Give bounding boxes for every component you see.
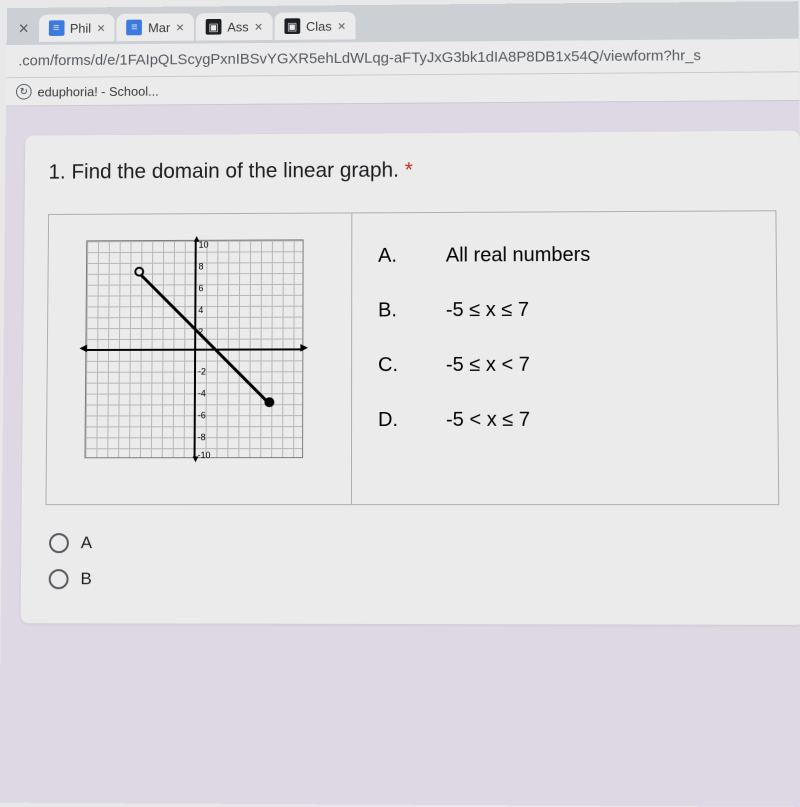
choice-letter: D. xyxy=(378,409,406,432)
choice-letter: C. xyxy=(378,354,406,377)
graph-cell: ▶ ◀ ▲ ▼ 10 8 6 4 2 -2 -4 -6 xyxy=(46,213,352,505)
closed-endpoint-icon xyxy=(264,397,274,407)
axis-tick-label: -8 xyxy=(198,432,206,442)
axis-tick-label: -2 xyxy=(198,367,206,377)
close-icon[interactable]: × xyxy=(11,18,37,39)
browser-tab[interactable]: ▣ Clas × xyxy=(274,12,355,40)
tab-close-icon[interactable]: × xyxy=(97,20,105,36)
axis-tick-label: -6 xyxy=(198,410,206,420)
choice-row: D. -5 < x ≤ 7 xyxy=(370,392,759,448)
browser-tab[interactable]: ≡ Mar × xyxy=(117,13,194,41)
axis-tick-label: -4 xyxy=(198,388,206,398)
x-axis-arrow-icon: ▶ xyxy=(300,342,308,353)
tab-close-icon[interactable]: × xyxy=(255,19,263,35)
choice-row: C. -5 ≤ x < 7 xyxy=(370,337,759,393)
bookmark-label[interactable]: eduphoria! - School... xyxy=(37,83,158,99)
axis-tick-label: -10 xyxy=(198,450,211,460)
tab-favicon-icon: ≡ xyxy=(48,20,64,36)
tab-favicon-icon: ≡ xyxy=(127,20,143,36)
axis-tick-label: 4 xyxy=(198,305,203,315)
browser-tab[interactable]: ≡ Phil × xyxy=(39,14,115,42)
choice-letter: A. xyxy=(378,245,406,268)
choice-row: B. -5 ≤ x ≤ 7 xyxy=(370,282,758,338)
bookmark-favicon-icon: ↻ xyxy=(16,84,32,100)
axis-tick-label: 8 xyxy=(199,262,204,272)
radio-label: B xyxy=(80,569,91,589)
choice-text: -5 ≤ x ≤ 7 xyxy=(446,299,529,322)
open-endpoint-icon xyxy=(134,267,144,277)
radio-option[interactable]: A xyxy=(45,525,780,562)
choices-cell: A. All real numbers B. -5 ≤ x ≤ 7 C. -5 … xyxy=(351,211,778,505)
form-background: 1. Find the domain of the linear graph. … xyxy=(0,101,800,807)
question-text: Find the domain of the linear graph. xyxy=(71,159,399,184)
tab-title: Mar xyxy=(148,20,170,35)
x-axis-arrow-icon: ◀ xyxy=(79,343,87,354)
required-asterisk: * xyxy=(405,159,413,182)
tab-title: Clas xyxy=(306,18,332,33)
browser-tab-strip: × ≡ Phil × ≡ Mar × ▣ Ass × ▣ Clas × xyxy=(7,1,799,45)
axis-tick-label: 6 xyxy=(198,283,203,293)
linear-graph: ▶ ◀ ▲ ▼ 10 8 6 4 2 -2 -4 -6 xyxy=(64,229,323,488)
question-card: 1. Find the domain of the linear graph. … xyxy=(21,131,800,625)
browser-tab[interactable]: ▣ Ass × xyxy=(196,13,273,41)
choice-text: -5 ≤ x < 7 xyxy=(446,354,530,377)
choice-letter: B. xyxy=(378,299,406,322)
tab-close-icon[interactable]: × xyxy=(176,19,184,35)
radio-option[interactable]: B xyxy=(45,561,781,598)
question-number: 1. xyxy=(48,161,65,184)
tab-title: Ass xyxy=(227,19,248,34)
radio-label: A xyxy=(81,533,92,553)
radio-icon xyxy=(49,569,69,589)
tab-favicon-icon: ▣ xyxy=(206,19,222,35)
question-title: 1. Find the domain of the linear graph. … xyxy=(48,157,776,185)
choice-text: -5 < x ≤ 7 xyxy=(446,409,530,432)
choice-row: A. All real numbers xyxy=(370,227,758,283)
axis-tick-label: 10 xyxy=(199,240,209,250)
tab-title: Phil xyxy=(70,21,91,36)
tab-close-icon[interactable]: × xyxy=(338,18,346,34)
choice-text: All real numbers xyxy=(446,244,591,267)
radio-option-list: A B xyxy=(45,505,781,598)
tab-favicon-icon: ▣ xyxy=(284,18,300,34)
answer-choices: A. All real numbers B. -5 ≤ x ≤ 7 C. -5 … xyxy=(370,227,759,448)
question-content-table: ▶ ◀ ▲ ▼ 10 8 6 4 2 -2 -4 -6 xyxy=(45,210,779,505)
radio-icon xyxy=(49,533,69,553)
